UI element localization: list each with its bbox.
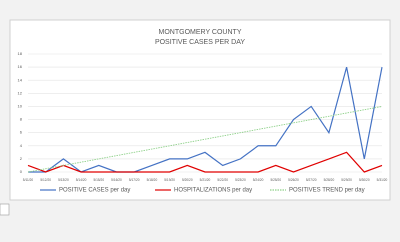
x-tick-label: 5/12/20	[40, 178, 51, 182]
x-tick-label: 5/31/20	[377, 178, 388, 182]
x-tick-label: 5/19/20	[164, 178, 175, 182]
cell-box	[0, 203, 10, 216]
y-tick-label: 0	[20, 169, 23, 174]
x-tick-label: 5/22/20	[217, 178, 228, 182]
x-tick-label: 5/20/20	[182, 178, 193, 182]
chart-area	[9, 19, 391, 201]
y-tick-label: 2	[20, 156, 23, 161]
legend-label: POSITIVES TREND per day	[289, 188, 365, 194]
y-tick-label: 4	[20, 143, 23, 148]
y-tick-label: 8	[20, 117, 23, 122]
y-tick-label: 14	[18, 77, 23, 82]
x-tick-label: 5/23/20	[235, 178, 246, 182]
x-tick-label: 5/30/20	[359, 178, 370, 182]
x-tick-label: 5/28/20	[324, 178, 335, 182]
y-tick-label: 10	[18, 104, 23, 109]
x-tick-label: 5/21/20	[200, 178, 211, 182]
x-tick-label: 5/24/20	[253, 178, 264, 182]
y-tick-label: 12	[18, 90, 23, 95]
x-tick-label: 5/18/20	[147, 178, 158, 182]
x-tick-label: 5/25/20	[270, 178, 281, 182]
x-tick-label: 5/27/20	[306, 178, 317, 182]
x-tick-label: 5/14/20	[76, 178, 87, 182]
series-line	[27, 106, 383, 173]
x-tick-label: 5/13/20	[58, 178, 69, 182]
legend-label: POSITIVE CASES per day	[59, 188, 130, 194]
x-tick-label: 5/26/20	[288, 178, 299, 182]
x-tick-label: 5/16/20	[111, 178, 122, 182]
y-tick-label: 16	[18, 64, 23, 69]
x-tick-label: 5/29/20	[341, 178, 352, 182]
chart-subtitle: POSITIVE CASES PER DAY	[155, 39, 245, 46]
legend-label: HOSPITALIZATIONS per day	[174, 188, 252, 194]
x-tick-label: 5/15/20	[93, 178, 104, 182]
x-tick-label: 5/11/20	[23, 178, 34, 182]
y-tick-label: 6	[20, 130, 23, 135]
x-tick-label: 5/17/20	[129, 178, 140, 182]
y-tick-label: 18	[18, 51, 23, 56]
series-line	[27, 151, 383, 173]
series-line	[28, 66, 383, 173]
chart-title: MONTGOMERY COUNTY	[159, 29, 242, 36]
